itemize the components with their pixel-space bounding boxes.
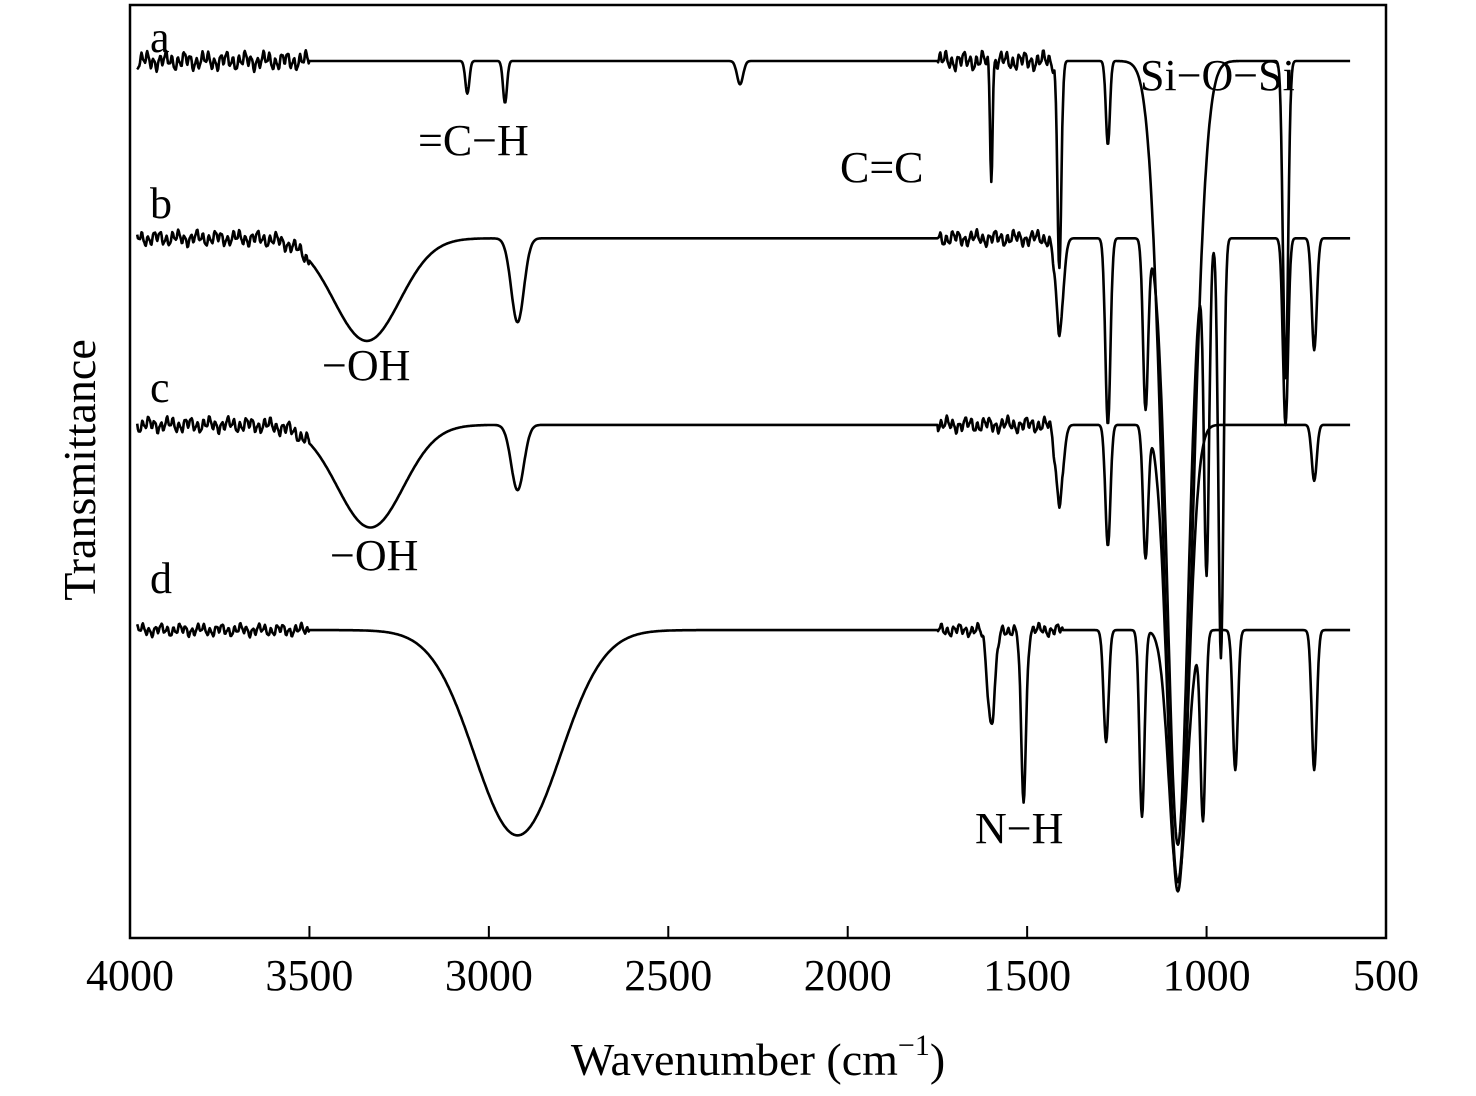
annotation-oh-b: −OH (322, 341, 410, 390)
x-tick-label: 3000 (445, 951, 533, 1000)
x-tick-label: 1500 (983, 951, 1071, 1000)
series-label-b: b (150, 179, 172, 228)
plot-frame (128, 3, 1388, 940)
spectrum-d-line (135, 621, 1351, 884)
annotation-siosi: Si−O−Si (1140, 51, 1295, 100)
x-tick-label: 3500 (265, 951, 353, 1000)
spectrum-b-line (135, 228, 1351, 846)
annotation-oh-c: −OH (330, 531, 418, 580)
x-tick-label: 500 (1353, 951, 1419, 1000)
x-axis-ticks: 4000 3500 3000 2500 2000 1500 1000 500 (86, 926, 1419, 1000)
y-axis-title: Transmittance (54, 339, 105, 601)
x-tick-label: 2500 (624, 951, 712, 1000)
x-tick-label: 1000 (1163, 951, 1251, 1000)
annotation-ch: =C−H (418, 116, 529, 165)
annotation-cc: C=C (840, 143, 924, 192)
series-label-d: d (150, 554, 172, 603)
spectrum-c-line (135, 414, 1351, 893)
series-label-a: a (150, 13, 170, 62)
x-tick-label: 2000 (804, 951, 892, 1000)
annotation-nh: N−H (975, 804, 1063, 853)
x-axis-title: Wavenumber (cm−1) (571, 1029, 945, 1085)
spectrum-a-line (136, 49, 1351, 884)
series-label-c: c (150, 363, 170, 412)
x-tick-label: 4000 (86, 951, 174, 1000)
